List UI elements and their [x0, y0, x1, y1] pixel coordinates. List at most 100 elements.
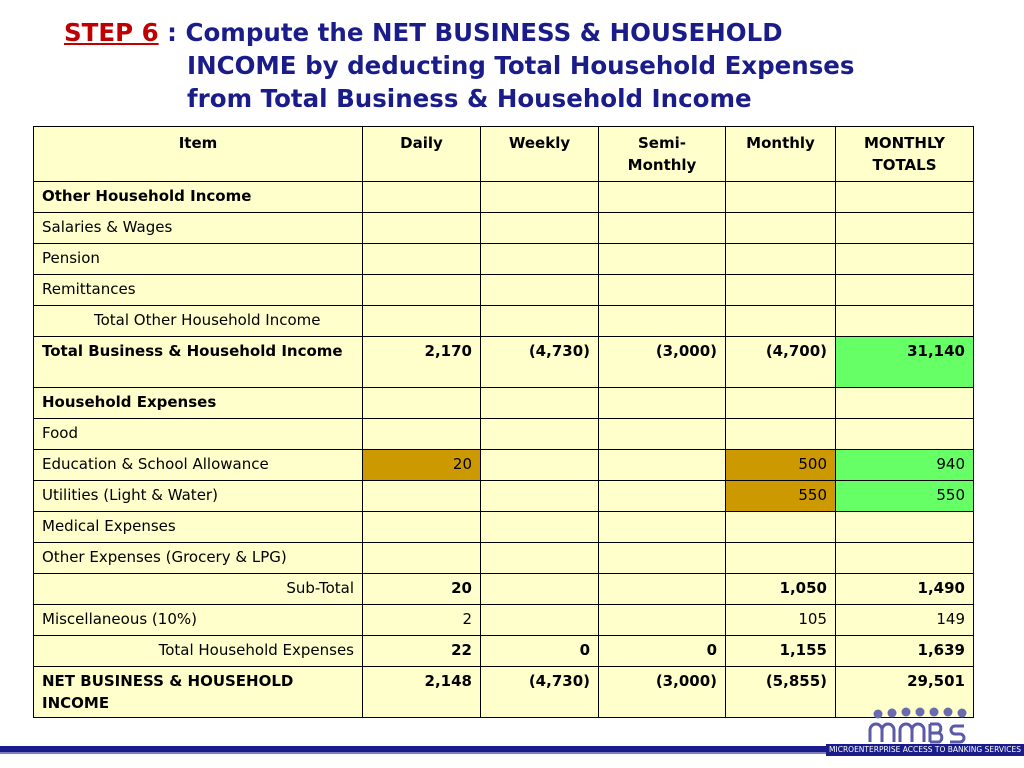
cell-weekly — [480, 480, 599, 512]
cell-semi-monthly — [598, 418, 726, 450]
title-line-2: INCOME by deducting Total Household Expe… — [187, 51, 855, 80]
table-row: Miscellaneous (10%) 2 105 149 — [33, 604, 974, 636]
cell-monthly — [725, 243, 836, 275]
cell-monthly: 550 — [725, 480, 836, 512]
cell-monthly: (5,855) — [725, 666, 836, 718]
header-monthly: Monthly — [725, 126, 836, 182]
cell-monthly-total — [835, 212, 974, 244]
cell-monthly — [725, 305, 836, 337]
cell-semi-monthly: (3,000) — [598, 336, 726, 388]
row-label: Pension — [33, 243, 363, 275]
cell-monthly — [725, 387, 836, 419]
cell-daily — [362, 212, 481, 244]
logo-tagline: MICROENTERPRISE ACCESS TO BANKING SERVIC… — [826, 744, 1024, 756]
row-label: Sub-Total — [33, 573, 363, 605]
cell-weekly — [480, 305, 599, 337]
cell-monthly: 105 — [725, 604, 836, 636]
cell-daily — [362, 511, 481, 543]
table-row: Total Household Expenses 22 0 0 1,155 1,… — [33, 635, 974, 667]
cell-weekly: 0 — [480, 635, 599, 667]
cell-weekly — [480, 243, 599, 275]
cell-monthly: 1,155 — [725, 635, 836, 667]
cell-daily: 20 — [362, 449, 481, 481]
slide-title: STEP 6 : Compute the NET BUSINESS & HOUS… — [64, 16, 964, 115]
cell-monthly: 1,050 — [725, 573, 836, 605]
cell-semi-monthly — [598, 542, 726, 574]
cell-semi-monthly — [598, 305, 726, 337]
cell-weekly — [480, 604, 599, 636]
cell-weekly — [480, 511, 599, 543]
cell-monthly-total — [835, 511, 974, 543]
table-row: Salaries & Wages — [33, 212, 974, 244]
cell-semi-monthly: 0 — [598, 635, 726, 667]
cell-semi-monthly — [598, 274, 726, 306]
row-label: Medical Expenses — [33, 511, 363, 543]
cell-monthly — [725, 418, 836, 450]
table-header-row: Item Daily Weekly Semi-Monthly Monthly M… — [33, 126, 974, 182]
title-line-3: from Total Business & Household Income — [187, 84, 752, 113]
table-row: Total Business & Household Income 2,170 … — [33, 336, 974, 388]
cell-semi-monthly — [598, 480, 726, 512]
cell-monthly-total — [835, 181, 974, 213]
cell-daily — [362, 542, 481, 574]
cell-monthly-total: 31,140 — [835, 336, 974, 388]
table-row: Household Expenses — [33, 387, 974, 419]
row-label: Total Business & Household Income — [33, 336, 363, 388]
cell-daily — [362, 274, 481, 306]
row-label: Food — [33, 418, 363, 450]
cell-weekly — [480, 274, 599, 306]
row-label: Household Expenses — [33, 387, 363, 419]
table-row: Sub-Total 20 1,050 1,490 — [33, 573, 974, 605]
cell-semi-monthly: (3,000) — [598, 666, 726, 718]
cell-semi-monthly — [598, 604, 726, 636]
cell-weekly — [480, 387, 599, 419]
cell-monthly-total — [835, 243, 974, 275]
cell-daily: 2,170 — [362, 336, 481, 388]
cell-daily: 22 — [362, 635, 481, 667]
footer-bar — [0, 746, 830, 752]
cell-weekly — [480, 449, 599, 481]
row-label: Salaries & Wages — [33, 212, 363, 244]
mabs-logo: MICROENTERPRISE ACCESS TO BANKING SERVIC… — [826, 700, 1024, 768]
cell-semi-monthly — [598, 573, 726, 605]
table-row: Pension — [33, 243, 974, 275]
cell-daily — [362, 387, 481, 419]
cell-semi-monthly — [598, 387, 726, 419]
cell-daily — [362, 305, 481, 337]
table-row: NET BUSINESS & HOUSEHOLD INCOME 2,148 (4… — [33, 666, 974, 718]
cell-semi-monthly — [598, 449, 726, 481]
table-row: Medical Expenses — [33, 511, 974, 543]
cell-weekly: (4,730) — [480, 336, 599, 388]
cell-daily — [362, 181, 481, 213]
cell-daily — [362, 480, 481, 512]
cell-daily — [362, 418, 481, 450]
row-label: Other Household Income — [33, 181, 363, 213]
header-monthly-totals: MONTHLY TOTALS — [835, 126, 974, 182]
cell-monthly: (4,700) — [725, 336, 836, 388]
cell-monthly-total: 940 — [835, 449, 974, 481]
cell-daily: 2 — [362, 604, 481, 636]
cell-daily — [362, 243, 481, 275]
cell-semi-monthly — [598, 181, 726, 213]
cell-monthly-total: 149 — [835, 604, 974, 636]
cell-weekly — [480, 573, 599, 605]
table-row: Total Other Household Income — [33, 305, 974, 337]
cell-monthly-total — [835, 305, 974, 337]
header-semi-monthly: Semi-Monthly — [598, 126, 726, 182]
cell-weekly — [480, 542, 599, 574]
cell-monthly — [725, 542, 836, 574]
row-label: Total Other Household Income — [33, 305, 363, 337]
table-row: Other Household Income — [33, 181, 974, 213]
cell-weekly: (4,730) — [480, 666, 599, 718]
cell-monthly: 500 — [725, 449, 836, 481]
cell-monthly-total — [835, 542, 974, 574]
title-line-1: : Compute the NET BUSINESS & HOUSEHOLD — [158, 18, 783, 47]
step-label: STEP 6 — [64, 18, 159, 47]
row-label: Utilities (Light & Water) — [33, 480, 363, 512]
footer-bar-accent — [0, 752, 830, 754]
cell-monthly — [725, 212, 836, 244]
cell-semi-monthly — [598, 212, 726, 244]
mabs-logo-mark — [868, 707, 967, 744]
cell-weekly — [480, 418, 599, 450]
table-row: Remittances — [33, 274, 974, 306]
